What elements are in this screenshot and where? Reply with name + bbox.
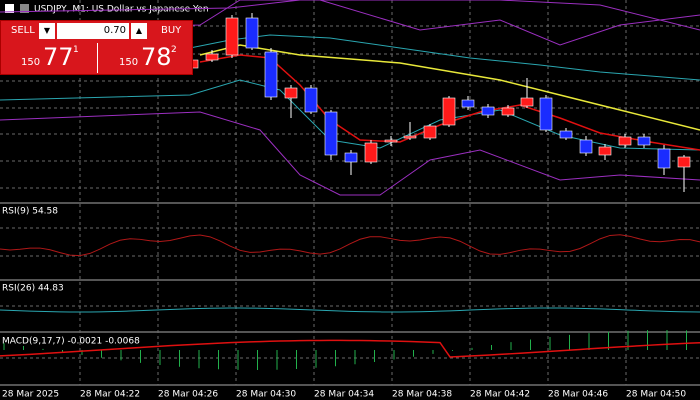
candle (579, 139, 593, 154)
indicator-label: RSI(9) 54.58 (2, 207, 58, 217)
time-label: 28 Mar 04:42 (470, 390, 530, 400)
window-icon (5, 4, 14, 13)
candle (344, 152, 358, 163)
candle (618, 136, 632, 146)
candle (539, 97, 553, 131)
candle (637, 136, 651, 146)
buy-button[interactable]: BUY (161, 25, 182, 36)
candle (205, 53, 219, 61)
candle (423, 125, 437, 139)
time-label: 28 Mar 04:46 (548, 390, 608, 400)
envelope (0, 0, 700, 31)
price-main: 77 (43, 43, 74, 71)
buy-price[interactable]: 150 78 2 (99, 43, 191, 73)
time-label: 28 Mar 04:26 (158, 390, 218, 400)
time-label: 28 Mar 04:38 (392, 390, 452, 400)
price-main: 78 (141, 43, 172, 71)
candle (284, 87, 298, 99)
candle (324, 111, 338, 156)
price-small: 2 (171, 45, 177, 55)
price-big: 150 (21, 57, 41, 68)
candle (598, 146, 612, 156)
divider (97, 43, 98, 73)
time-label: 28 Mar 04:50 (626, 390, 686, 400)
candle (520, 97, 534, 107)
candle (384, 139, 398, 143)
candle (481, 106, 495, 116)
volume-up[interactable]: ▲ (131, 23, 147, 39)
rsi-line (0, 307, 700, 313)
time-label: 28 Mar 04:22 (80, 390, 140, 400)
candle (364, 142, 378, 163)
envelope (0, 111, 700, 196)
time-label: 28 Mar 04:30 (236, 390, 296, 400)
candle (657, 148, 671, 169)
time-label: 28 Mar 2025 (2, 390, 59, 400)
bollinger-band (0, 34, 700, 81)
candle (461, 99, 475, 108)
price-big: 150 (119, 57, 139, 68)
sell-button[interactable]: SELL (11, 25, 35, 36)
volume-field[interactable]: 0.70 (57, 23, 129, 39)
candle (677, 156, 691, 168)
time-label: 28 Mar 04:34 (314, 390, 374, 400)
candle (559, 130, 573, 139)
macd-signal (0, 339, 700, 358)
candle (225, 17, 239, 56)
volume-down[interactable]: ▼ (39, 23, 55, 39)
indicator-label: MACD(9,17,7) -0.0021 -0.0068 (2, 337, 140, 347)
candle (245, 17, 259, 49)
window-icon (20, 4, 29, 13)
candle (403, 135, 417, 139)
candle (501, 107, 515, 116)
rsi-line (0, 234, 700, 257)
bollinger-band (0, 79, 700, 151)
sell-price[interactable]: 150 77 1 (1, 43, 93, 73)
candle (442, 97, 456, 126)
indicator-label: RSI(26) 44.83 (2, 284, 64, 294)
envelope (0, 0, 700, 46)
candle (264, 51, 278, 98)
trade-panel: SELL ▼ 0.70 ▲ BUY 150 77 1 150 78 2 (0, 20, 193, 75)
candle (304, 87, 318, 113)
price-small: 1 (73, 45, 79, 55)
